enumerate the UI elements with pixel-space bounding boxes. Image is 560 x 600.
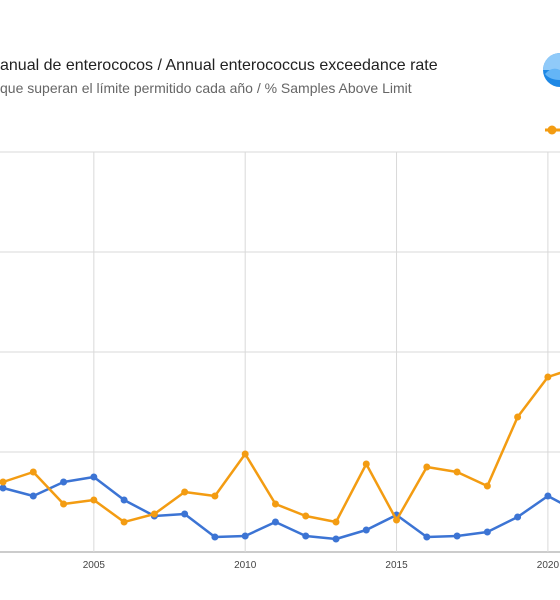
data-point: [60, 478, 68, 486]
data-point: [332, 535, 340, 543]
data-point: [120, 518, 128, 526]
x-axis-ticks: 2005 2010 2015 2020: [83, 560, 560, 571]
data-point: [453, 532, 461, 540]
chart-title: anual de enterococos / Annual enterococc…: [0, 57, 438, 74]
logo-icon: [543, 53, 560, 87]
data-point: [483, 528, 491, 536]
data-point: [60, 500, 68, 508]
data-point: [150, 510, 158, 518]
data-point: [302, 512, 310, 520]
data-point: [544, 373, 552, 381]
data-point: [423, 533, 431, 541]
data-point: [181, 488, 189, 496]
data-point: [181, 510, 189, 518]
x-tick-label: 2015: [385, 560, 408, 571]
data-point: [302, 532, 310, 540]
data-point: [241, 532, 249, 540]
data-point: [514, 513, 522, 521]
series-line-2: [2, 371, 560, 524]
data-point: [544, 492, 552, 500]
data-point: [483, 482, 491, 490]
data-point: [241, 450, 249, 458]
data-point: [514, 413, 522, 421]
data-point: [211, 533, 219, 541]
data-point: [0, 478, 7, 486]
data-point: [120, 496, 128, 504]
data-point: [29, 492, 37, 500]
plot-area: [0, 371, 560, 543]
legend-marker: [545, 125, 560, 135]
grid: [0, 151, 560, 553]
data-point: [90, 496, 98, 504]
x-tick-label: 2005: [83, 560, 106, 571]
chart-subtitle: que superan el límite permitido cada año…: [0, 80, 412, 96]
data-point: [29, 468, 37, 476]
x-tick-label: 2010: [234, 560, 257, 571]
data-point: [332, 518, 340, 526]
series-line-1: [2, 475, 560, 541]
data-point: [393, 516, 401, 524]
data-point: [453, 468, 461, 476]
x-tick-label: 2020: [537, 560, 560, 571]
data-point: [423, 463, 431, 471]
data-point: [90, 473, 98, 481]
data-point: [271, 518, 279, 526]
data-point: [0, 484, 7, 492]
data-point: [362, 460, 370, 468]
data-point: [362, 526, 370, 534]
data-point: [211, 492, 219, 500]
data-point: [271, 500, 279, 508]
